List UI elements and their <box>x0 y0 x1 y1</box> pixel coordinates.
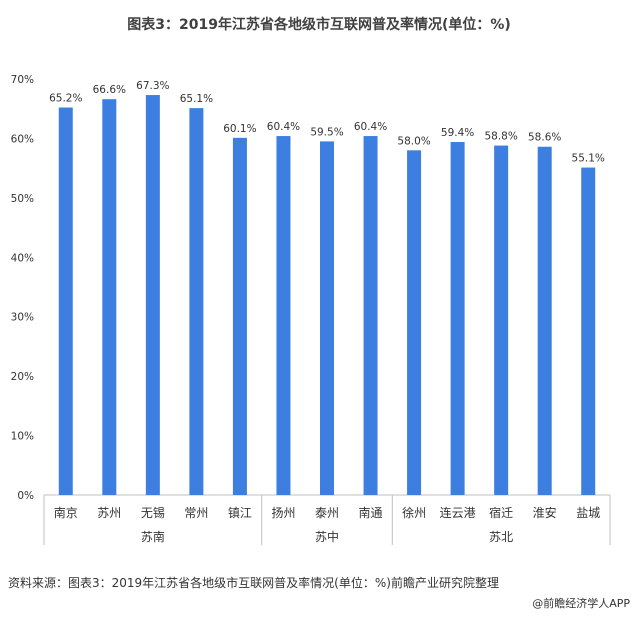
data-label: 65.1% <box>180 93 213 105</box>
y-tick-label: 50% <box>11 193 34 205</box>
data-label: 58.6% <box>528 132 561 144</box>
group-label: 苏南 <box>141 529 165 544</box>
bar-3 <box>145 95 160 495</box>
data-label: 67.3% <box>136 80 169 92</box>
bar-12 <box>537 146 552 495</box>
data-label: 55.1% <box>572 153 605 165</box>
y-tick-label: 60% <box>11 133 34 145</box>
category-label: 徐州 <box>402 505 426 520</box>
bars <box>58 95 596 496</box>
group-label: 苏北 <box>489 530 513 544</box>
y-tick-label: 0% <box>17 490 34 502</box>
category-label: 镇江 <box>228 506 252 520</box>
y-tick-label: 40% <box>11 252 34 264</box>
source-note: 资料来源：图表3：2019年江苏省各地级市互联网普及率情况(单位：%)前瞻产业研… <box>8 576 499 590</box>
category-label: 淮安 <box>533 505 557 520</box>
credit-note: @前瞻经济学人APP <box>532 597 630 610</box>
category-label: 苏州 <box>97 506 121 520</box>
y-tick-label: 20% <box>11 371 34 383</box>
data-label: 59.5% <box>310 126 343 138</box>
bar-13 <box>581 167 596 495</box>
bar-6 <box>276 136 291 495</box>
data-label: 65.2% <box>49 93 82 105</box>
bar-10 <box>450 141 465 495</box>
y-tick-label: 70% <box>11 74 34 86</box>
y-tick-label: 30% <box>11 312 34 324</box>
bar-11 <box>494 145 509 495</box>
category-label: 常州 <box>184 506 208 520</box>
bar-2 <box>102 99 117 495</box>
data-label: 59.4% <box>441 127 474 139</box>
category-label: 无锡 <box>141 505 165 520</box>
category-label: 泰州 <box>315 506 339 520</box>
axes: 0% 10% 20% 30% 40% 50% 60% 70% <box>11 74 611 545</box>
data-label: 58.0% <box>397 135 430 147</box>
category-label: 南通 <box>359 505 383 520</box>
labels: 65.2% 南京 66.6% 苏州 67.3% 无锡 65.1% 常州 60.1% 镇江 60.4%… <box>49 80 605 544</box>
category-label: 南京 <box>54 505 78 520</box>
bar-4 <box>189 108 204 496</box>
category-label: 宿迁 <box>489 505 513 520</box>
bar-1 <box>58 107 73 496</box>
bar-7 <box>320 141 334 495</box>
data-label: 60.4% <box>267 121 300 133</box>
data-label: 58.8% <box>484 131 517 143</box>
category-label: 盐城 <box>576 506 600 520</box>
data-label: 66.6% <box>93 84 126 96</box>
y-tick-label: 10% <box>11 431 34 443</box>
group-label: 苏中 <box>315 529 339 544</box>
chart-title: 图表3：2019年江苏省各地级市互联网普及率情况(单位：%) <box>127 17 511 33</box>
bar-5 <box>232 137 247 495</box>
category-label: 扬州 <box>271 505 295 520</box>
data-label: 60.1% <box>223 123 256 135</box>
category-label: 连云港 <box>440 505 476 520</box>
bar-9 <box>407 150 422 496</box>
bar-8 <box>363 136 378 495</box>
data-label: 60.4% <box>354 121 387 133</box>
